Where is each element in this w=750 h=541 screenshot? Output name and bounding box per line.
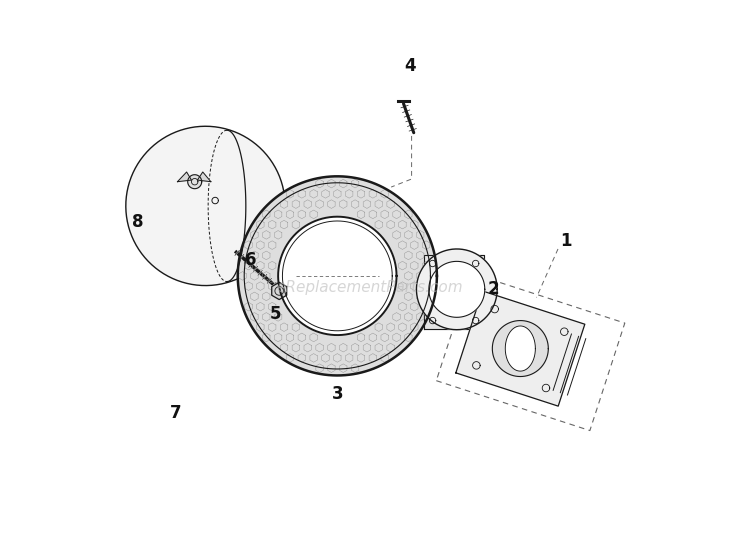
- Polygon shape: [188, 175, 202, 189]
- Polygon shape: [456, 291, 585, 406]
- Text: 3: 3: [332, 385, 344, 403]
- Polygon shape: [429, 261, 484, 318]
- Polygon shape: [506, 326, 536, 371]
- Polygon shape: [438, 270, 470, 314]
- Polygon shape: [178, 172, 191, 182]
- Text: 2: 2: [488, 280, 500, 298]
- Text: 7: 7: [170, 404, 182, 422]
- Polygon shape: [238, 176, 437, 375]
- Text: eReplacementParts.com: eReplacementParts.com: [276, 280, 463, 295]
- Text: 5: 5: [270, 305, 281, 322]
- Polygon shape: [126, 126, 285, 286]
- Polygon shape: [197, 172, 211, 182]
- Polygon shape: [416, 249, 497, 329]
- Text: 1: 1: [560, 232, 572, 250]
- Text: 8: 8: [133, 213, 144, 231]
- Polygon shape: [492, 321, 548, 377]
- Polygon shape: [278, 217, 397, 335]
- Text: 4: 4: [404, 57, 416, 75]
- Text: 6: 6: [245, 250, 257, 269]
- Polygon shape: [272, 282, 286, 300]
- Polygon shape: [424, 255, 484, 328]
